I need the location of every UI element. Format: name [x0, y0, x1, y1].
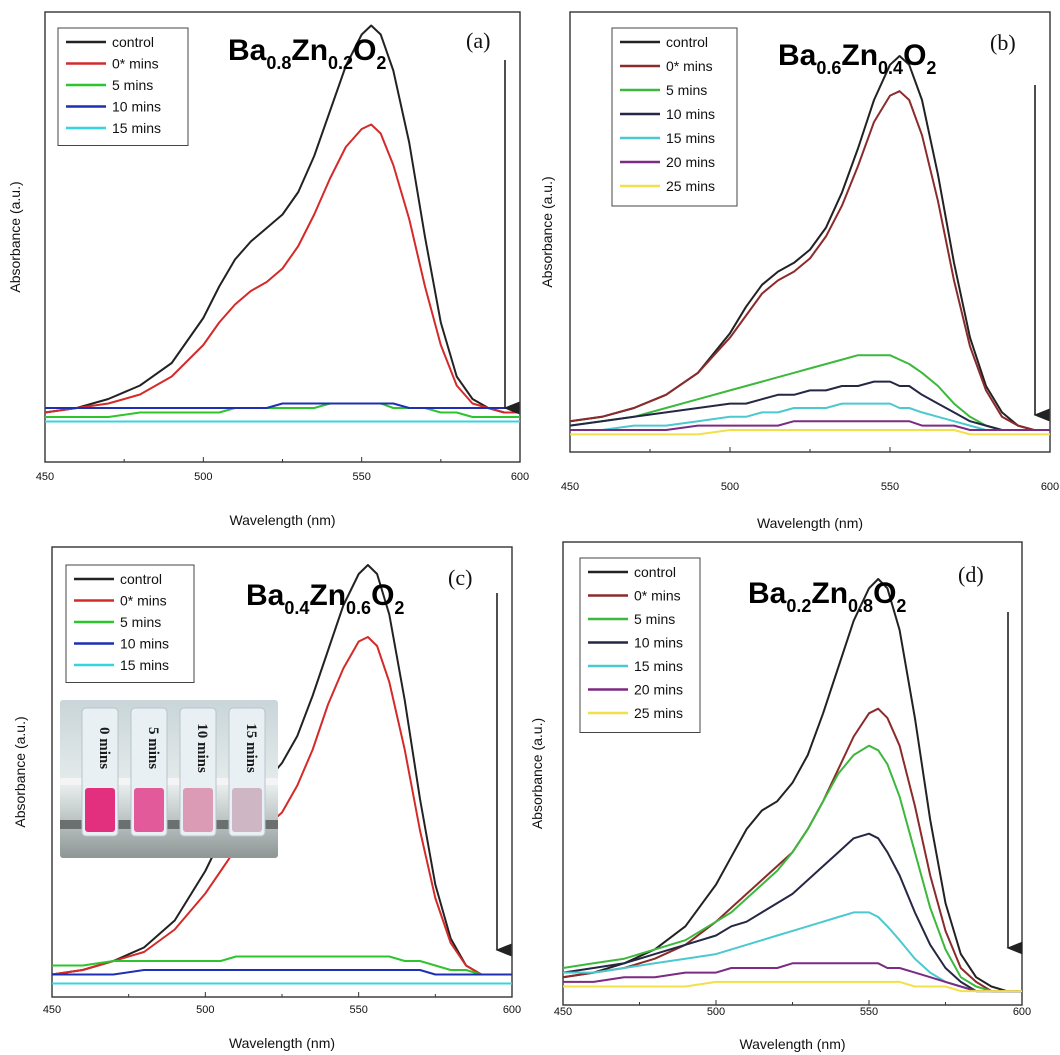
x-tick-label: 500	[194, 471, 212, 483]
panel-tag: (a)	[466, 28, 490, 53]
series-line-0-mins	[44, 123, 520, 414]
x-tick-label: 550	[881, 481, 899, 493]
y-axis-label: Absorbance (a.u.)	[529, 718, 545, 829]
series-line-25-mins	[570, 429, 1050, 436]
series-line-5-mins	[52, 955, 512, 976]
legend-entry: 15 mins	[112, 120, 161, 136]
legend-entry: control	[666, 34, 708, 50]
legend-entry: 0* mins	[112, 56, 159, 72]
series-line-0-mins	[569, 90, 1050, 431]
legend-entry: 0* mins	[120, 593, 167, 609]
legend-entry: 10 mins	[634, 635, 683, 651]
legend-entry: 25 mins	[666, 178, 715, 194]
rack-bar	[60, 778, 278, 785]
compound-formula: Ba0.6Zn0.4O2	[778, 39, 936, 78]
x-tick-label: 550	[349, 1004, 367, 1016]
legend-entry: 15 mins	[666, 130, 715, 146]
legend-box	[579, 557, 701, 733]
vial-label: 10 mins	[194, 723, 210, 773]
series-line-15-mins	[570, 402, 1050, 431]
legend-entry: 20 mins	[666, 154, 715, 170]
panel-tag: (d)	[958, 562, 984, 587]
series-line-10-mins	[52, 969, 512, 976]
series-line-10-mins	[562, 832, 1022, 993]
x-tick-label: 500	[196, 1004, 214, 1016]
panel-a: 450 500 550 600 Wavelength (nm) Absorbance (a…	[7, 11, 529, 528]
x-tick-label: 550	[352, 471, 370, 483]
legend-box	[65, 564, 195, 683]
x-tick-label: 500	[721, 481, 739, 493]
series-line-control	[44, 24, 520, 414]
x-tick-label: 450	[36, 471, 54, 483]
series-line-20-mins	[570, 420, 1050, 431]
x-axis-label: Wavelength (nm)	[229, 1035, 335, 1051]
x-tick-label: 500	[707, 1006, 725, 1018]
x-axis-label: Wavelength (nm)	[229, 512, 335, 528]
legend-entry: 10 mins	[666, 106, 715, 122]
series-line-10-mins	[569, 380, 1050, 431]
x-axis-label: Wavelength (nm)	[739, 1036, 845, 1052]
legend-entry: 20 mins	[634, 682, 683, 698]
x-tick-label: 600	[511, 471, 529, 483]
y-axis-label: Absorbance (a.u.)	[12, 716, 28, 827]
legend-entry: control	[120, 571, 162, 587]
series-line-0-mins	[51, 636, 512, 976]
vial-liquid	[85, 788, 115, 832]
compound-formula: Ba0.2Zn0.8O2	[748, 577, 906, 616]
x-tick-label: 600	[503, 1004, 521, 1016]
series-line-5-mins	[569, 354, 1050, 431]
legend-entry: 0* mins	[634, 588, 681, 604]
series-line-control	[562, 578, 1022, 993]
series-line-control	[51, 564, 512, 976]
legend-entry: 0* mins	[666, 58, 713, 74]
x-tick-label: 450	[561, 481, 579, 493]
vial-liquid	[232, 788, 262, 832]
series-line-25-mins	[563, 980, 1022, 993]
legend-box	[57, 27, 189, 146]
panel-tag: (b)	[990, 30, 1016, 55]
vial-label: 15 mins	[243, 723, 259, 773]
y-axis-label: Absorbance (a.u.)	[539, 176, 555, 287]
vial-label: 0 mins	[96, 727, 112, 769]
x-tick-label: 450	[554, 1006, 572, 1018]
legend-entry: 25 mins	[634, 705, 683, 721]
legend-entry: 5 mins	[666, 82, 707, 98]
series-line-0-mins	[562, 707, 1022, 993]
legend-entry: control	[112, 34, 154, 50]
panel-tag: (c)	[448, 565, 472, 590]
legend-entry: 5 mins	[112, 77, 153, 93]
x-axis-label: Wavelength (nm)	[757, 515, 863, 531]
legend-entry: 10 mins	[112, 99, 161, 115]
y-axis-label: Absorbance (a.u.)	[7, 181, 23, 292]
compound-formula: Ba0.8Zn0.2O2	[228, 34, 386, 73]
legend-box	[611, 27, 738, 207]
vial-liquid	[134, 788, 164, 832]
x-tick-label: 550	[860, 1006, 878, 1018]
panel-b: 450 500 550 600 Wavelength (nm) Absorbance (a…	[539, 11, 1059, 531]
legend-entry: control	[634, 564, 676, 580]
series-line-20-mins	[563, 962, 1022, 993]
x-tick-label: 600	[1013, 1006, 1031, 1018]
inset-photo: 0 mins 5 mins 10 mins 15 mins	[60, 700, 278, 858]
x-tick-label: 600	[1041, 481, 1059, 493]
rack-bar	[60, 820, 278, 829]
panel-c: 450 500 550 600 Wavelength (nm) Absorbance (a…	[12, 546, 521, 1051]
x-tick-label: 450	[43, 1004, 61, 1016]
legend-entry: 15 mins	[120, 657, 169, 673]
legend-entry: 5 mins	[120, 614, 161, 630]
legend-entry: 5 mins	[634, 611, 675, 627]
legend-entry: 15 mins	[634, 658, 683, 674]
vial-liquid	[183, 788, 213, 832]
compound-formula: Ba0.4Zn0.6O2	[246, 579, 404, 618]
series-line-5-mins	[562, 744, 1022, 993]
panel-d: 450 500 550 600 Wavelength (nm) Absorbance (a…	[529, 541, 1031, 1052]
vial-label: 5 mins	[145, 727, 161, 769]
series-line-10-mins	[45, 402, 520, 409]
legend-entry: 10 mins	[120, 636, 169, 652]
